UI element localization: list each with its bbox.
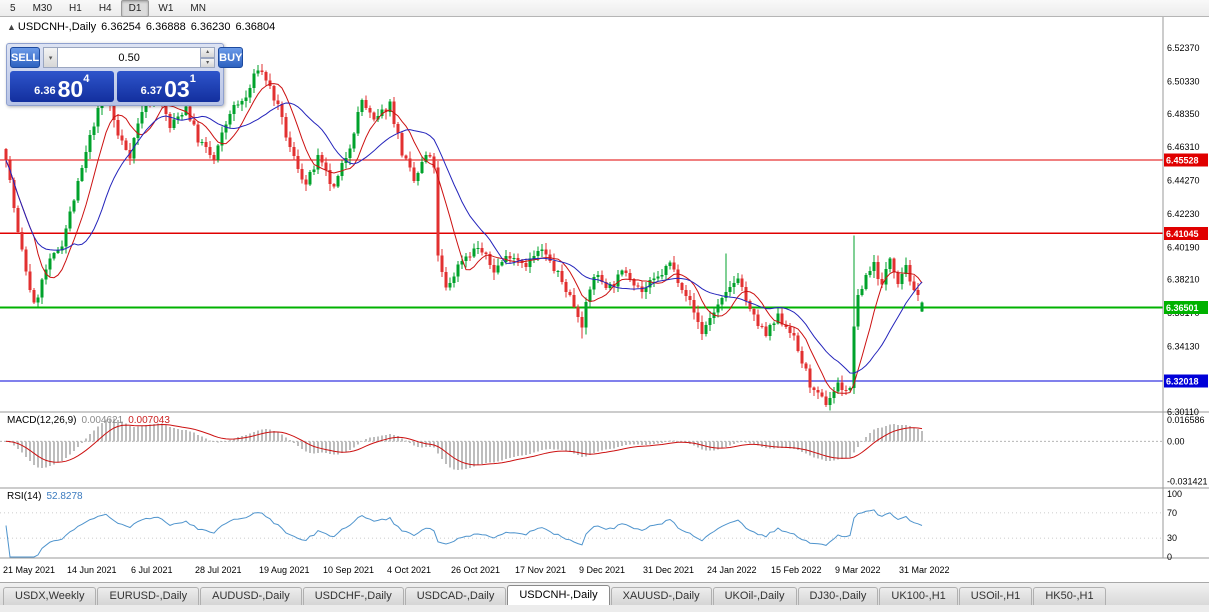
buy-price-prefix: 6.37 [140, 85, 163, 97]
svg-text:100: 100 [1167, 489, 1182, 499]
svg-text:4 Oct 2021: 4 Oct 2021 [387, 565, 431, 575]
tab-audusd-daily[interactable]: AUDUSD-,Daily [200, 587, 302, 605]
svg-text:30: 30 [1167, 533, 1177, 543]
timeframe-mn[interactable]: MN [190, 2, 206, 14]
chart-canvas[interactable]: 6.52370 6.50330 6.48350 6.46310 6.44270 6.422… [0, 17, 1209, 582]
volume-down-button[interactable]: ▾ [200, 57, 216, 68]
chart-tab-bar: USDX,Weekly EURUSD-,Daily AUDUSD-,Daily USD… [0, 582, 1209, 605]
chart-shift-icon: ▲ [7, 22, 16, 32]
timeframe-w1[interactable]: W1 [158, 2, 174, 14]
rsi-value: 52.8278 [46, 491, 83, 502]
svg-text:31 Dec 2021: 31 Dec 2021 [643, 565, 694, 575]
buy-price-display[interactable]: 6.37 03 1 [116, 71, 220, 102]
svg-text:6.52370: 6.52370 [1167, 43, 1200, 53]
svg-text:0: 0 [1167, 552, 1172, 562]
sell-price-big: 80 [57, 76, 84, 102]
svg-text:6.45528: 6.45528 [1166, 155, 1199, 165]
svg-text:26 Oct 2021: 26 Oct 2021 [451, 565, 500, 575]
rsi-name: RSI(14) [7, 491, 42, 502]
svg-text:19 Aug 2021: 19 Aug 2021 [259, 565, 310, 575]
volume-control: ▾ ▴ ▾ [43, 47, 216, 68]
tab-xauusd-daily[interactable]: XAUUSD-,Daily [610, 587, 712, 605]
symbol-title: USDCNH-,Daily [17, 21, 97, 33]
svg-text:6 Jul 2021: 6 Jul 2021 [131, 565, 173, 575]
timeframe-m30[interactable]: M30 [32, 2, 53, 14]
sell-price-prefix: 6.36 [34, 85, 56, 97]
ohlc-open: 6.36254 [101, 21, 141, 33]
timeframe-5[interactable]: 5 [10, 2, 16, 14]
sell-button[interactable]: SELL [10, 47, 41, 68]
tab-usoil-h1[interactable]: USOil-,H1 [958, 587, 1033, 605]
svg-text:6.46310: 6.46310 [1167, 142, 1200, 152]
svg-text:9 Mar 2022: 9 Mar 2022 [835, 565, 881, 575]
svg-text:6.36501: 6.36501 [1166, 303, 1199, 313]
timeframe-d1[interactable]: D1 [120, 0, 150, 17]
svg-text:0.016586: 0.016586 [1167, 415, 1205, 425]
one-click-trading-panel: SELL ▾ ▴ ▾ BUY 6.36 80 4 6.37 03 1 [6, 43, 244, 106]
timeframe-toolbar: 5 M30 H1 H4 D1 W1 MN [0, 0, 1209, 17]
tab-usdchf-daily[interactable]: USDCHF-,Daily [302, 587, 404, 605]
volume-dropdown-button[interactable]: ▾ [43, 47, 59, 68]
buy-price-sup: 1 [189, 73, 196, 85]
svg-text:6.41045: 6.41045 [1166, 229, 1199, 239]
svg-text:6.42230: 6.42230 [1167, 209, 1200, 219]
timeframe-h1[interactable]: H1 [69, 2, 82, 14]
timeframe-h4[interactable]: H4 [98, 2, 112, 14]
tab-eurusd-daily[interactable]: EURUSD-,Daily [97, 587, 200, 605]
svg-text:6.44270: 6.44270 [1167, 176, 1200, 186]
svg-text:6.40190: 6.40190 [1167, 242, 1200, 252]
svg-text:6.38210: 6.38210 [1167, 275, 1200, 285]
svg-text:9 Dec 2021: 9 Dec 2021 [579, 565, 625, 575]
tab-usdx-weekly[interactable]: USDX,Weekly [3, 587, 97, 605]
svg-text:31 Mar 2022: 31 Mar 2022 [899, 565, 950, 575]
svg-text:14 Jun 2021: 14 Jun 2021 [67, 565, 117, 575]
tab-usdcnh-daily[interactable]: USDCNH-,Daily [507, 585, 610, 605]
svg-text:0.00: 0.00 [1167, 436, 1185, 446]
svg-text:-0.031421: -0.031421 [1167, 477, 1208, 487]
macd-name: MACD(12,26,9) [7, 415, 77, 426]
macd-indicator-label: MACD(12,26,9) 0.004621 0.007043 [7, 415, 170, 426]
svg-text:70: 70 [1167, 508, 1177, 518]
tab-dj30-daily[interactable]: DJ30-,Daily [797, 587, 879, 605]
svg-text:6.50330: 6.50330 [1167, 76, 1200, 86]
svg-text:6.34130: 6.34130 [1167, 341, 1200, 351]
volume-spinner: ▴ ▾ [200, 47, 216, 68]
chart-header: ▲ USDCNH-,Daily 6.36254 6.36888 6.36230 6.368… [7, 21, 280, 33]
volume-input[interactable] [58, 47, 201, 68]
ohlc-close: 6.36804 [235, 21, 276, 33]
ohlc-high: 6.36888 [145, 21, 186, 33]
svg-text:6.30110: 6.30110 [1167, 407, 1199, 417]
ohlc-low: 6.36230 [190, 21, 231, 33]
buy-price-big: 03 [164, 76, 190, 102]
macd-signal-value: 0.007043 [128, 415, 170, 426]
svg-text:17 Nov 2021: 17 Nov 2021 [515, 565, 566, 575]
bottom-strip [0, 605, 1209, 612]
tab-ukoil-daily[interactable]: UKOil-,Daily [712, 587, 797, 605]
svg-text:6.48350: 6.48350 [1167, 109, 1200, 119]
sell-price-sup: 4 [83, 73, 90, 85]
svg-text:15 Feb 2022: 15 Feb 2022 [771, 565, 822, 575]
svg-text:6.32018: 6.32018 [1166, 376, 1199, 386]
svg-text:28 Jul 2021: 28 Jul 2021 [195, 565, 242, 575]
buy-button[interactable]: BUY [218, 47, 244, 68]
tab-hk50-h1[interactable]: HK50-,H1 [1033, 587, 1106, 605]
volume-up-button[interactable]: ▴ [200, 47, 216, 58]
macd-main-value: 0.004621 [81, 415, 124, 426]
tab-usdcad-daily[interactable]: USDCAD-,Daily [404, 587, 507, 605]
svg-text:24 Jan 2022: 24 Jan 2022 [707, 565, 757, 575]
svg-text:10 Sep 2021: 10 Sep 2021 [323, 565, 374, 575]
tab-uk100-h1[interactable]: UK100-,H1 [879, 587, 958, 605]
rsi-indicator-label: RSI(14) 52.8278 [7, 491, 83, 502]
sell-price-display[interactable]: 6.36 80 4 [10, 71, 114, 102]
svg-text:21 May 2021: 21 May 2021 [3, 565, 55, 575]
